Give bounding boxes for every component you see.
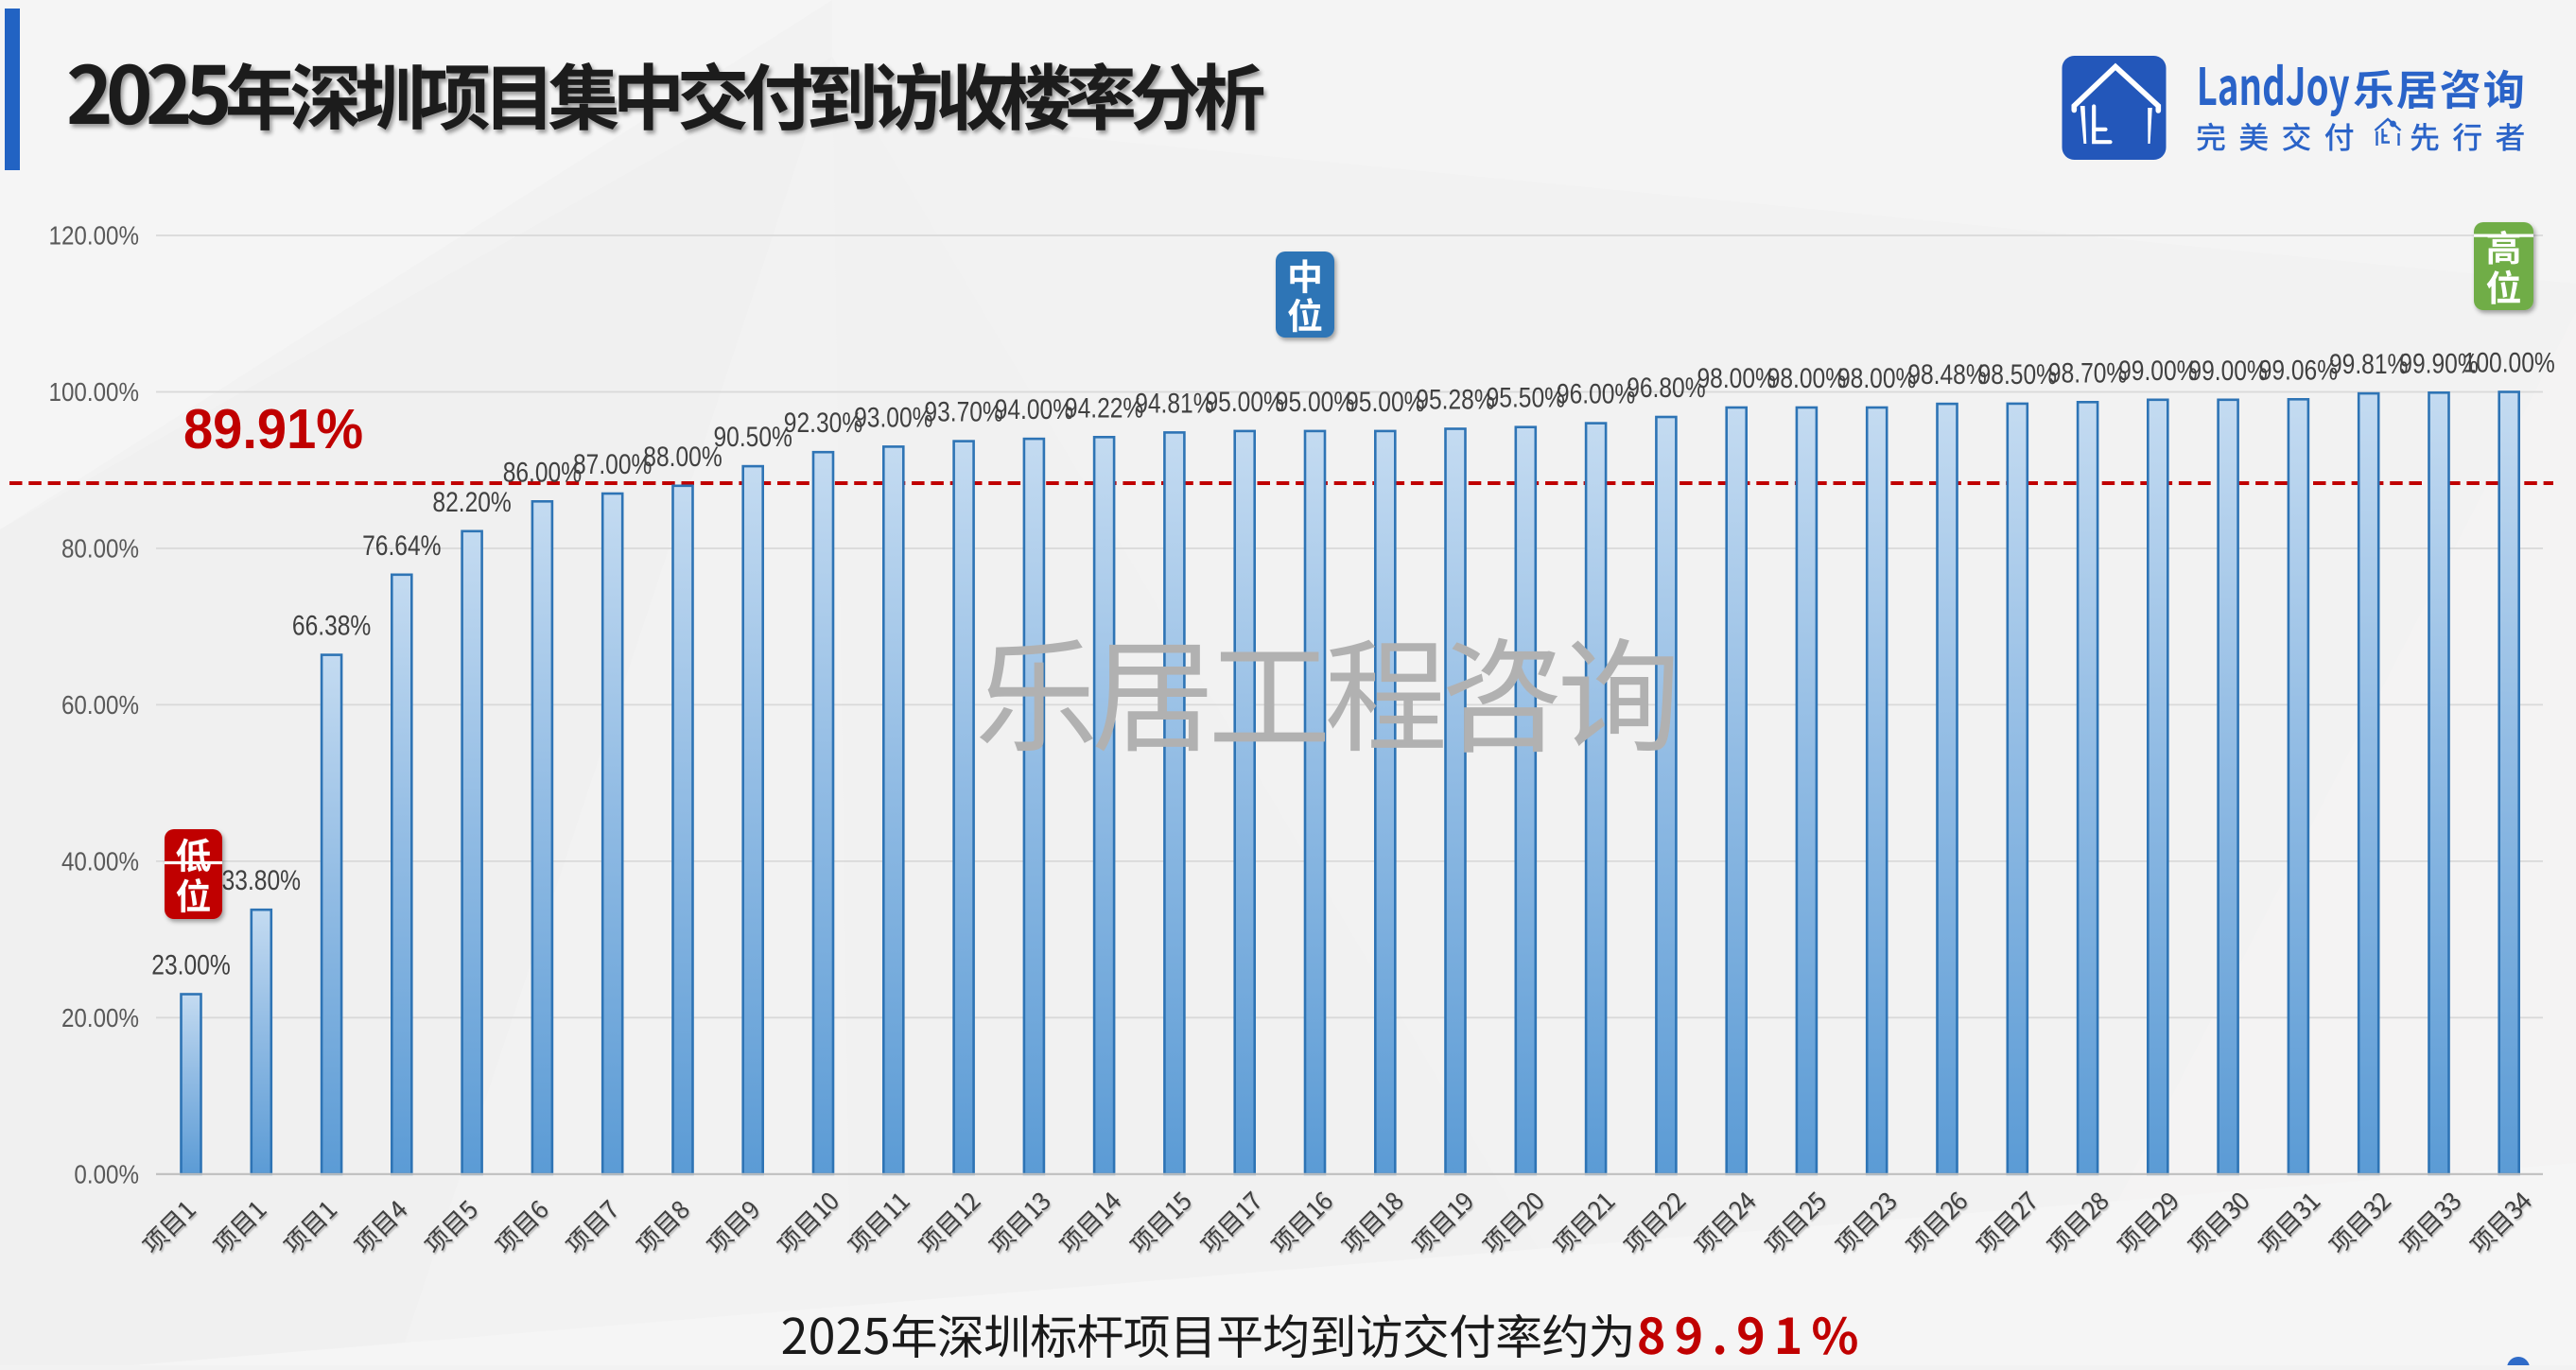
svg-text:98.00%: 98.00% [1767, 362, 1846, 394]
svg-text:80.00%: 80.00% [61, 535, 139, 564]
svg-text:93.00%: 93.00% [854, 401, 932, 433]
svg-text:96.00%: 96.00% [1557, 377, 1635, 409]
svg-text:92.30%: 92.30% [784, 407, 862, 439]
svg-text:99.81%: 99.81% [2329, 348, 2408, 380]
svg-text:0.00%: 0.00% [74, 1161, 139, 1189]
svg-text:23.00%: 23.00% [151, 948, 230, 980]
svg-text:95.28%: 95.28% [1416, 383, 1494, 415]
svg-text:95.00%: 95.00% [1276, 386, 1354, 418]
svg-text:95.00%: 95.00% [1346, 386, 1424, 418]
svg-text:60.00%: 60.00% [61, 692, 139, 720]
svg-text:86.00%: 86.00% [503, 456, 582, 488]
svg-text:95.50%: 95.50% [1487, 381, 1565, 413]
svg-text:88.00%: 88.00% [643, 440, 722, 472]
svg-text:98.00%: 98.00% [1837, 362, 1916, 394]
svg-text:98.50%: 98.50% [1978, 358, 2057, 390]
svg-text:96.80%: 96.80% [1627, 372, 1705, 404]
svg-text:94.00%: 94.00% [995, 393, 1073, 425]
svg-text:100.00%: 100.00% [2463, 346, 2555, 378]
svg-text:89.91%: 89.91% [183, 399, 363, 461]
svg-text:66.38%: 66.38% [292, 609, 371, 641]
svg-text:90.50%: 90.50% [713, 421, 792, 453]
svg-text:120.00%: 120.00% [49, 222, 139, 251]
svg-text:33.80%: 33.80% [222, 864, 301, 896]
svg-text:98.00%: 98.00% [1697, 362, 1775, 394]
svg-text:76.64%: 76.64% [362, 529, 441, 561]
svg-text:94.22%: 94.22% [1065, 391, 1143, 424]
svg-text:99.90%: 99.90% [2399, 347, 2478, 379]
svg-text:95.00%: 95.00% [1205, 386, 1283, 418]
svg-text:100.00%: 100.00% [49, 379, 139, 408]
svg-text:93.70%: 93.70% [924, 395, 1002, 427]
svg-text:40.00%: 40.00% [61, 848, 139, 876]
svg-text:99.00%: 99.00% [2188, 354, 2267, 386]
svg-text:99.00%: 99.00% [2118, 354, 2197, 386]
svg-text:99.06%: 99.06% [2259, 354, 2338, 386]
svg-text:98.70%: 98.70% [2048, 356, 2127, 389]
svg-text:82.20%: 82.20% [432, 485, 511, 517]
svg-text:94.81%: 94.81% [1135, 387, 1213, 419]
svg-text:98.48%: 98.48% [1907, 358, 1986, 390]
svg-text:20.00%: 20.00% [61, 1004, 139, 1032]
svg-text:87.00%: 87.00% [573, 448, 652, 480]
